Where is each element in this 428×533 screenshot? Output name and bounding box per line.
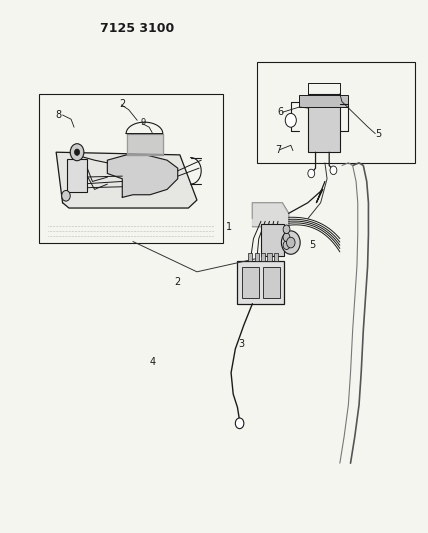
Bar [257,62,414,163]
Text: 7: 7 [275,144,281,155]
Polygon shape [253,203,288,227]
Circle shape [70,144,84,161]
Bar [67,159,87,192]
Text: 4: 4 [149,357,155,367]
Circle shape [62,190,70,201]
Text: 2: 2 [119,99,125,109]
Bar [242,266,259,298]
Bar [308,94,340,152]
Text: 8: 8 [55,110,61,120]
Circle shape [281,231,300,254]
Bar [238,261,284,304]
Bar [263,266,280,298]
Polygon shape [56,152,197,208]
Bar [261,253,265,261]
Text: 3: 3 [239,338,245,349]
Circle shape [283,241,290,249]
Text: 7125 3100: 7125 3100 [100,22,174,35]
Text: 5: 5 [309,240,315,250]
Bar [255,253,259,261]
Polygon shape [107,155,178,197]
Text: 5: 5 [375,128,381,139]
Bar [261,224,284,256]
Circle shape [285,114,296,127]
Bar [299,95,348,107]
Circle shape [308,169,315,177]
Text: 1: 1 [226,222,232,232]
Circle shape [283,233,290,241]
Circle shape [235,418,244,429]
Text: 6: 6 [277,107,283,117]
Circle shape [330,166,337,174]
Bar [39,94,223,243]
Polygon shape [127,134,163,155]
Circle shape [286,237,295,248]
Text: 9: 9 [141,118,146,127]
Circle shape [74,149,80,156]
Bar [274,253,278,261]
Circle shape [283,225,290,233]
Text: 2: 2 [175,278,181,287]
Bar [268,253,272,261]
Bar [248,253,253,261]
